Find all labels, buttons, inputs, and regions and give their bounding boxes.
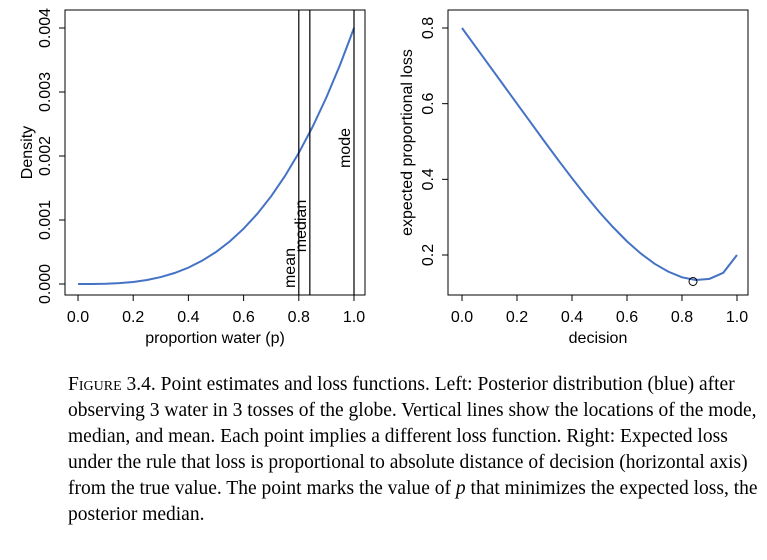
caption-tail: that minimizes the expected loss, the po… bbox=[68, 478, 758, 525]
minimum-point-marker bbox=[688, 276, 698, 286]
y-tick-label: 0.8 bbox=[420, 17, 437, 39]
x-tick-label: 0.6 bbox=[616, 309, 638, 326]
x-tick-label: 0.8 bbox=[288, 309, 310, 326]
x-axis-label: proportion water (p) bbox=[145, 330, 285, 347]
x-tick-label: 1.0 bbox=[343, 309, 365, 326]
y-tick-label: 0.2 bbox=[420, 244, 437, 266]
y-tick-label: 0.6 bbox=[420, 92, 437, 114]
series-line bbox=[77, 27, 355, 285]
x-tick-label: 0.4 bbox=[561, 309, 583, 326]
x-tick-label: 0.6 bbox=[232, 309, 254, 326]
vline-label-mean: mean bbox=[282, 248, 299, 288]
right-loss-plot: 0.0 0.2 0.4 0.6 0.8 1.0 0.2 0.4 0.6 0.8 decision ex… bbox=[399, 9, 749, 347]
y-tick-label: 0.000 bbox=[37, 264, 54, 304]
y-tick-label: 0.003 bbox=[37, 72, 54, 112]
vline-label-median: median bbox=[293, 200, 310, 252]
caption-lead: Figure 3.4. bbox=[68, 374, 156, 395]
figure: 0.0 0.2 0.4 0.6 0.8 1.0 0.000 0.001 0.002 0.003 0.… bbox=[19, 8, 749, 347]
figure-caption: Figure 3.4. Point estimates and loss fun… bbox=[68, 372, 758, 528]
x-tick-label: 0.0 bbox=[67, 309, 89, 326]
y-tick-label: 0.4 bbox=[420, 168, 437, 190]
x-axis-label: decision bbox=[569, 330, 628, 347]
y-tick-label: 0.004 bbox=[37, 8, 54, 48]
left-density-plot: 0.0 0.2 0.4 0.6 0.8 1.0 0.000 0.001 0.002 0.003 0.… bbox=[19, 8, 366, 347]
x-tick-label: 0.2 bbox=[506, 309, 528, 326]
x-tick-label: 0.4 bbox=[177, 309, 199, 326]
y-tick-label: 0.002 bbox=[37, 136, 54, 176]
x-tick-label: 0.8 bbox=[671, 309, 693, 326]
x-tick-label: 0.2 bbox=[122, 309, 144, 326]
caption-text: Point estimates and loss functions. Left… bbox=[68, 374, 757, 499]
y-axis-label: Density bbox=[19, 126, 36, 179]
x-tick-label: 0.0 bbox=[451, 309, 473, 326]
plot-frame bbox=[64, 9, 366, 296]
caption-variable: p bbox=[455, 478, 466, 499]
y-axis-label: expected proportional loss bbox=[399, 49, 416, 236]
x-tick-label: 1.0 bbox=[726, 309, 748, 326]
y-tick-label: 0.001 bbox=[37, 200, 54, 240]
vline-label-mode: mode bbox=[337, 128, 354, 168]
plot-frame bbox=[447, 9, 749, 296]
series-line bbox=[461, 27, 738, 281]
